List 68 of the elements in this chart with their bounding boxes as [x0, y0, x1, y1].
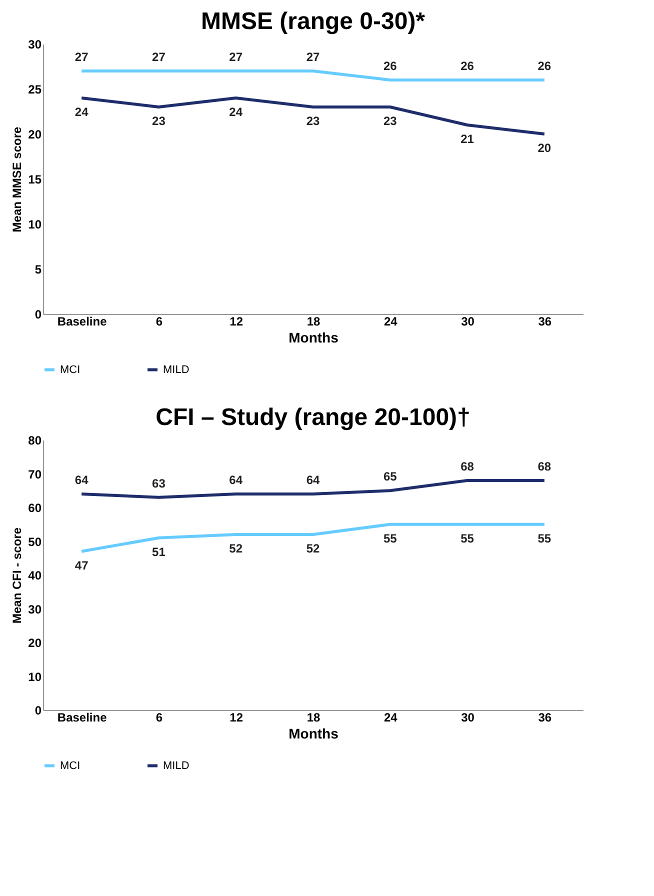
data-label: 64: [229, 473, 243, 487]
data-label: 47: [74, 558, 89, 572]
data-label: 55: [383, 531, 398, 546]
data-label: 51: [152, 544, 166, 559]
x-tick-label: 6: [156, 314, 163, 328]
x-tick-label: Baseline: [57, 710, 108, 724]
chart-title: MMSE (range 0-30)*: [200, 8, 426, 35]
data-label: 26: [460, 59, 474, 73]
legend-label: MILD: [163, 760, 190, 772]
y-tick-label: 10: [28, 670, 42, 684]
y-tick-label: 60: [28, 501, 42, 515]
y-tick-label: 10: [28, 218, 42, 232]
y-tick-label: 30: [28, 38, 42, 52]
data-label: 24: [229, 105, 243, 119]
data-label: 68: [538, 460, 552, 474]
chart-title: CFI – Study (range 20-100)†: [156, 404, 470, 431]
x-tick-label: 24: [384, 314, 398, 328]
y-tick-label: 40: [28, 568, 42, 582]
x-tick-label: 12: [230, 314, 244, 328]
legend-label: MILD: [163, 364, 190, 376]
y-tick-label: 20: [28, 636, 42, 650]
y-axis-title: Mean CFI - score: [10, 527, 24, 624]
data-label: 24: [74, 105, 89, 119]
y-tick-label: 25: [28, 82, 42, 96]
data-label: 23: [306, 114, 320, 128]
data-label: 26: [538, 59, 552, 73]
data-label: 52: [306, 542, 320, 556]
data-label: 63: [152, 476, 166, 490]
y-tick-label: 15: [28, 172, 42, 186]
x-tick-label: 30: [461, 710, 475, 724]
data-label: 65: [383, 470, 398, 484]
x-tick-label: 18: [306, 314, 320, 328]
data-label: 27: [306, 50, 320, 64]
data-label: 21: [460, 132, 474, 146]
x-tick-label: 36: [538, 314, 552, 328]
data-label: 20: [538, 141, 552, 155]
y-tick-label: 0: [34, 704, 42, 718]
y-tick-label: 20: [28, 128, 42, 142]
data-label: 52: [229, 542, 243, 556]
x-tick-label: 18: [306, 710, 320, 724]
x-tick-label: 6: [156, 710, 163, 724]
data-label: 27: [74, 50, 89, 64]
y-tick-label: 50: [28, 534, 42, 549]
data-label: 23: [383, 114, 398, 128]
x-tick-label: Baseline: [57, 314, 108, 328]
data-label: 23: [152, 114, 166, 128]
y-tick-label: 70: [28, 467, 42, 482]
data-label: 68: [460, 460, 474, 474]
y-axis-title: Mean MMSE score: [10, 126, 24, 232]
x-tick-label: 12: [230, 710, 244, 724]
data-label: 27: [229, 50, 243, 64]
data-label: 64: [306, 473, 320, 487]
x-tick-label: 24: [384, 710, 398, 724]
x-axis-title: Months: [288, 726, 339, 742]
data-label: 64: [74, 473, 89, 487]
data-label: 55: [538, 531, 552, 546]
y-tick-label: 0: [34, 308, 42, 322]
x-tick-label: 36: [538, 710, 552, 724]
x-tick-label: 30: [461, 314, 475, 328]
x-axis-title: Months: [288, 330, 339, 346]
legend-label: MCI: [60, 760, 80, 772]
y-tick-label: 30: [28, 602, 42, 616]
y-tick-label: 5: [34, 262, 42, 276]
data-label: 26: [383, 59, 398, 73]
data-label: 55: [460, 531, 474, 546]
y-tick-label: 80: [28, 434, 42, 448]
data-label: 27: [152, 50, 166, 64]
legend-label: MCI: [60, 364, 80, 376]
